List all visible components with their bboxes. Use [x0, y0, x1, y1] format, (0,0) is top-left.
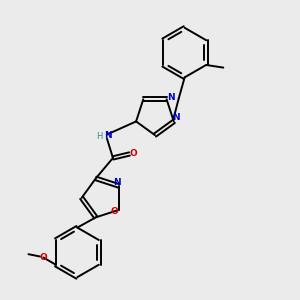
- Text: O: O: [111, 207, 119, 216]
- Text: N: N: [172, 113, 179, 122]
- Text: O: O: [40, 253, 47, 262]
- Text: N: N: [113, 178, 121, 187]
- Text: H: H: [97, 132, 103, 141]
- Text: O: O: [130, 149, 138, 158]
- Text: N: N: [104, 131, 112, 140]
- Text: N: N: [167, 93, 175, 102]
